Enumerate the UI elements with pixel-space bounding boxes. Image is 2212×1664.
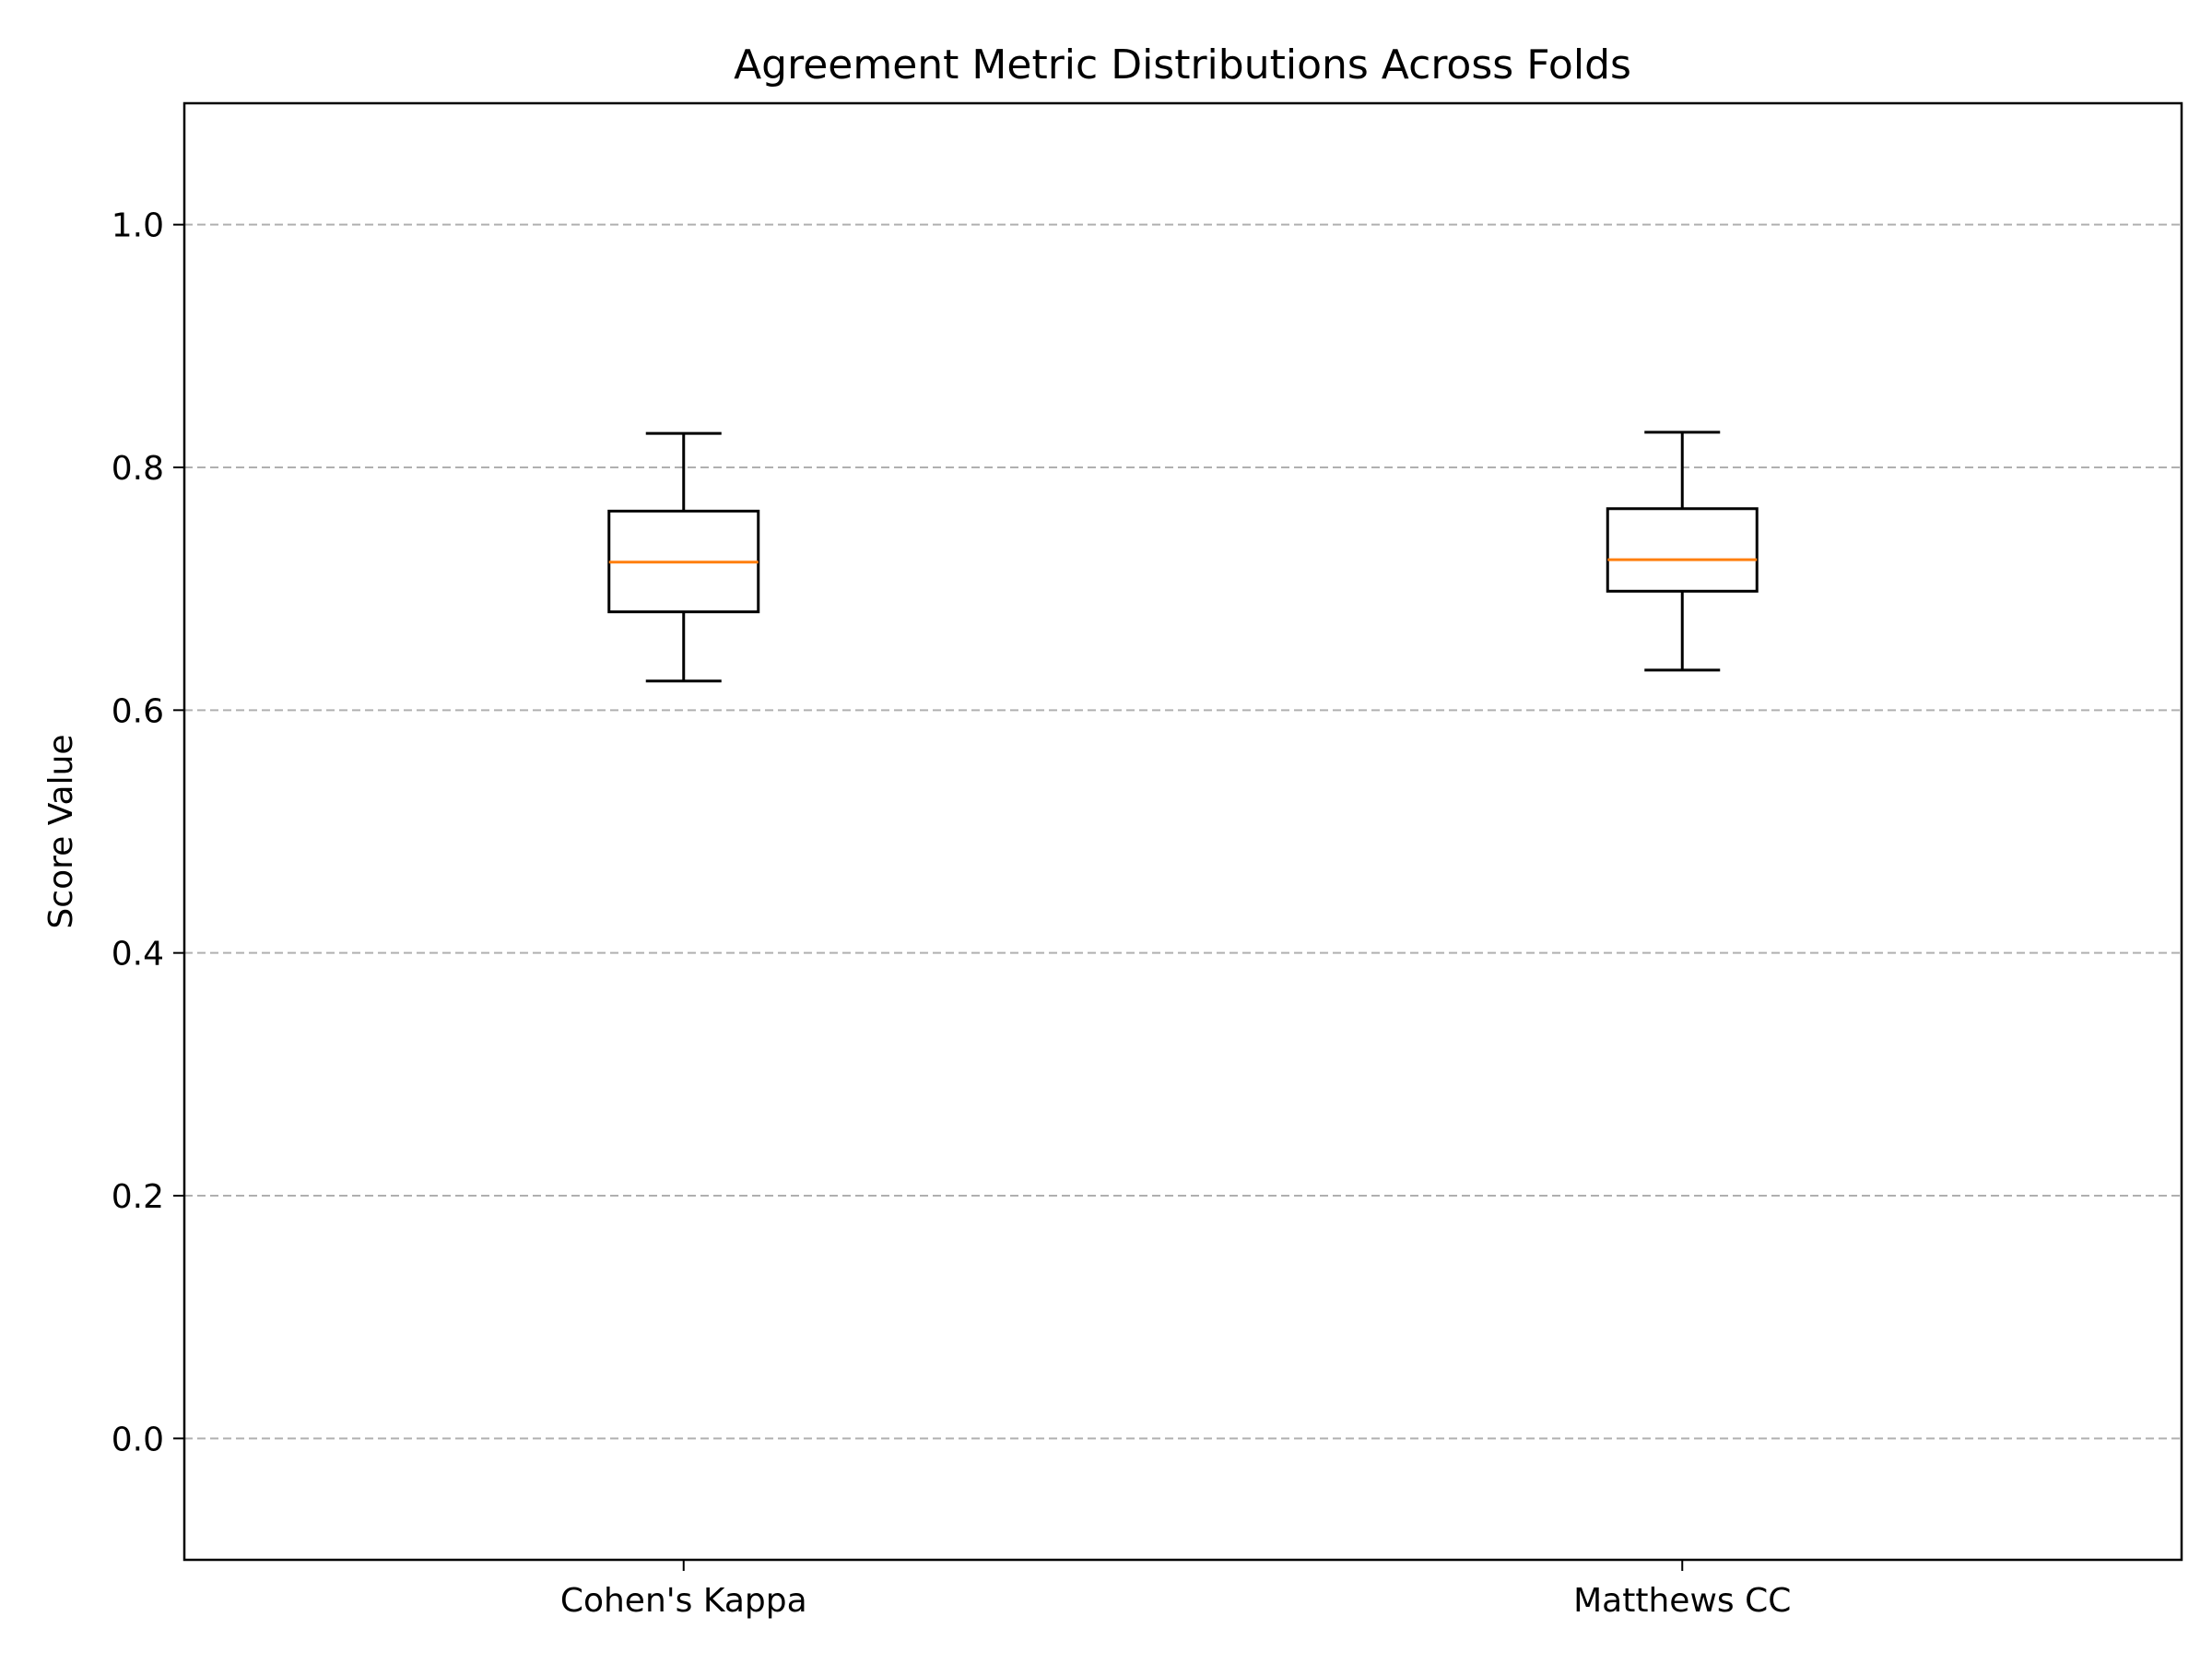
y-tick-label: 0.8 <box>112 450 164 488</box>
box-plot-item <box>1606 431 1759 672</box>
box-plot-item <box>607 431 760 683</box>
plot-frame <box>182 101 2183 1562</box>
y-tick-label: 0.2 <box>112 1178 164 1216</box>
x-tick-label: Cohen's Kappa <box>560 1582 807 1620</box>
y-tick-label: 0.0 <box>112 1421 164 1458</box>
box-layer <box>607 431 1759 683</box>
chart-title: Agreement Metric Distributions Across Fo… <box>734 41 1631 89</box>
y-tick-label: 1.0 <box>112 207 164 245</box>
y-tick-label: 0.6 <box>112 692 164 730</box>
y-tick-label: 0.4 <box>112 936 164 974</box>
x-tick-label: Matthews CC <box>1573 1582 1791 1620</box>
grid-layer <box>184 223 2182 1440</box>
tick-layer: 0.0 0.2 0.4 0.6 0.8 1.0 Cohen's Kappa Matthews … <box>112 207 1792 1620</box>
interquartile-box <box>1606 507 1759 593</box>
y-axis-label: Score Value <box>42 734 80 928</box>
